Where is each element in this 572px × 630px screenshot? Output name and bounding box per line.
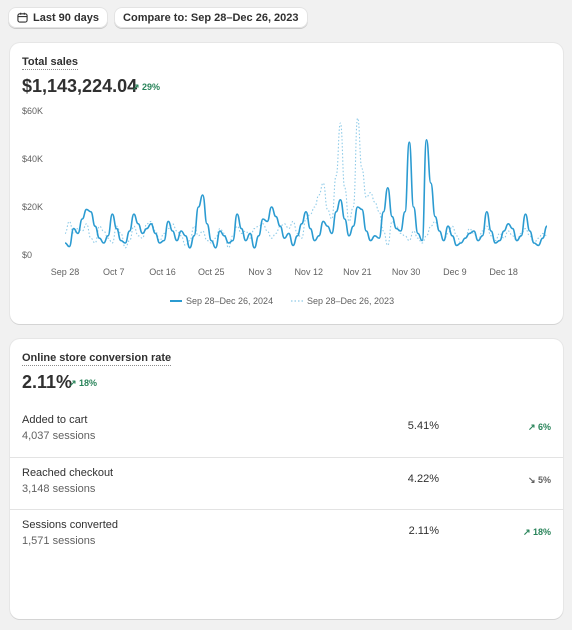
row-label: Added to cart xyxy=(22,414,88,426)
x-tick-label: Dec 18 xyxy=(489,267,518,277)
calendar-icon xyxy=(17,12,28,23)
total-sales-amount: $1,143,224.04 xyxy=(22,76,138,96)
legend-label-2023: Sep 28–Dec 26, 2023 xyxy=(307,296,394,306)
series-line-2024 xyxy=(64,139,548,249)
row-sessions: 1,571 sessions xyxy=(22,535,96,547)
x-tick-label: Nov 12 xyxy=(294,267,323,277)
x-tick-label: Oct 25 xyxy=(198,267,225,277)
row-change: ↗ 6% xyxy=(527,422,551,432)
compare-button[interactable]: Compare to: Sep 28–Dec 26, 2023 xyxy=(114,7,308,28)
x-tick-label: Nov 21 xyxy=(343,267,372,277)
total-sales-change: ↗ 29% xyxy=(132,82,161,92)
x-tick-label: Nov 30 xyxy=(392,267,421,277)
conversion-row-sessions-converted: Sessions converted 1,571 sessions 2.11% … xyxy=(10,509,563,561)
row-rate: 2.11% xyxy=(408,525,439,537)
x-tick-label: Sep 28 xyxy=(51,267,80,277)
date-range-label: Last 90 days xyxy=(33,11,100,24)
x-tick-label: Dec 9 xyxy=(443,267,467,277)
x-tick-label: Oct 7 xyxy=(103,267,125,277)
conversion-rate-card: Online store conversion rate 2.11% ↗ 18%… xyxy=(10,339,563,619)
legend-label-2024: Sep 28–Dec 26, 2024 xyxy=(186,296,273,306)
row-sessions: 3,148 sessions xyxy=(22,483,96,495)
row-label: Sessions converted xyxy=(22,519,118,531)
row-change: ↘ 5% xyxy=(527,475,551,485)
x-tick-label: Nov 3 xyxy=(248,267,272,277)
y-tick-label: $0 xyxy=(22,250,32,260)
row-rate: 5.41% xyxy=(407,420,439,432)
filter-bar: Last 90 days Compare to: Sep 28–Dec 26, … xyxy=(8,7,308,28)
compare-label: Compare to: Sep 28–Dec 26, 2023 xyxy=(123,11,299,24)
row-sessions: 4,037 sessions xyxy=(22,430,96,442)
y-tick-label: $60K xyxy=(22,106,43,116)
sales-line-chart[interactable]: $60K $40K $20K $0 Sep 28 Oct 7 Oct 16 Oct 25 Nov… xyxy=(10,43,563,324)
row-rate: 4.22% xyxy=(407,473,439,485)
y-tick-label: $40K xyxy=(22,154,43,164)
conversion-row-added-to-cart: Added to cart 4,037 sessions 5.41% ↗ 6% xyxy=(10,405,563,457)
row-change: ↗ 18% xyxy=(522,527,551,537)
x-tick-label: Oct 16 xyxy=(149,267,176,277)
conversion-rate-title[interactable]: Online store conversion rate xyxy=(22,352,172,366)
total-sales-title[interactable]: Total sales xyxy=(22,56,79,70)
series-line-2023 xyxy=(64,117,548,249)
conversion-rate-change: ↗ 18% xyxy=(69,378,98,388)
date-range-button[interactable]: Last 90 days xyxy=(8,7,109,28)
conversion-rate-value: 2.11% xyxy=(22,372,73,392)
total-sales-card: Total sales $1,143,224.04 ↗ 29% $60K $40K… xyxy=(10,43,563,324)
y-tick-label: $20K xyxy=(22,202,43,212)
row-label: Reached checkout xyxy=(22,467,114,479)
conversion-row-reached-checkout: Reached checkout 3,148 sessions 4.22% ↘ … xyxy=(10,457,563,509)
